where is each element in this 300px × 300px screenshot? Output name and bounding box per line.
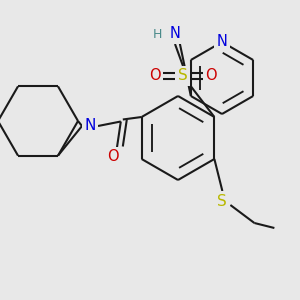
Text: S: S: [218, 194, 227, 208]
Text: N: N: [84, 118, 96, 134]
Text: N: N: [217, 34, 227, 50]
Text: H: H: [152, 28, 162, 40]
Text: S: S: [178, 68, 188, 83]
Text: N: N: [169, 26, 180, 41]
Text: O: O: [107, 149, 118, 164]
Text: O: O: [149, 68, 161, 83]
Text: O: O: [205, 68, 217, 83]
